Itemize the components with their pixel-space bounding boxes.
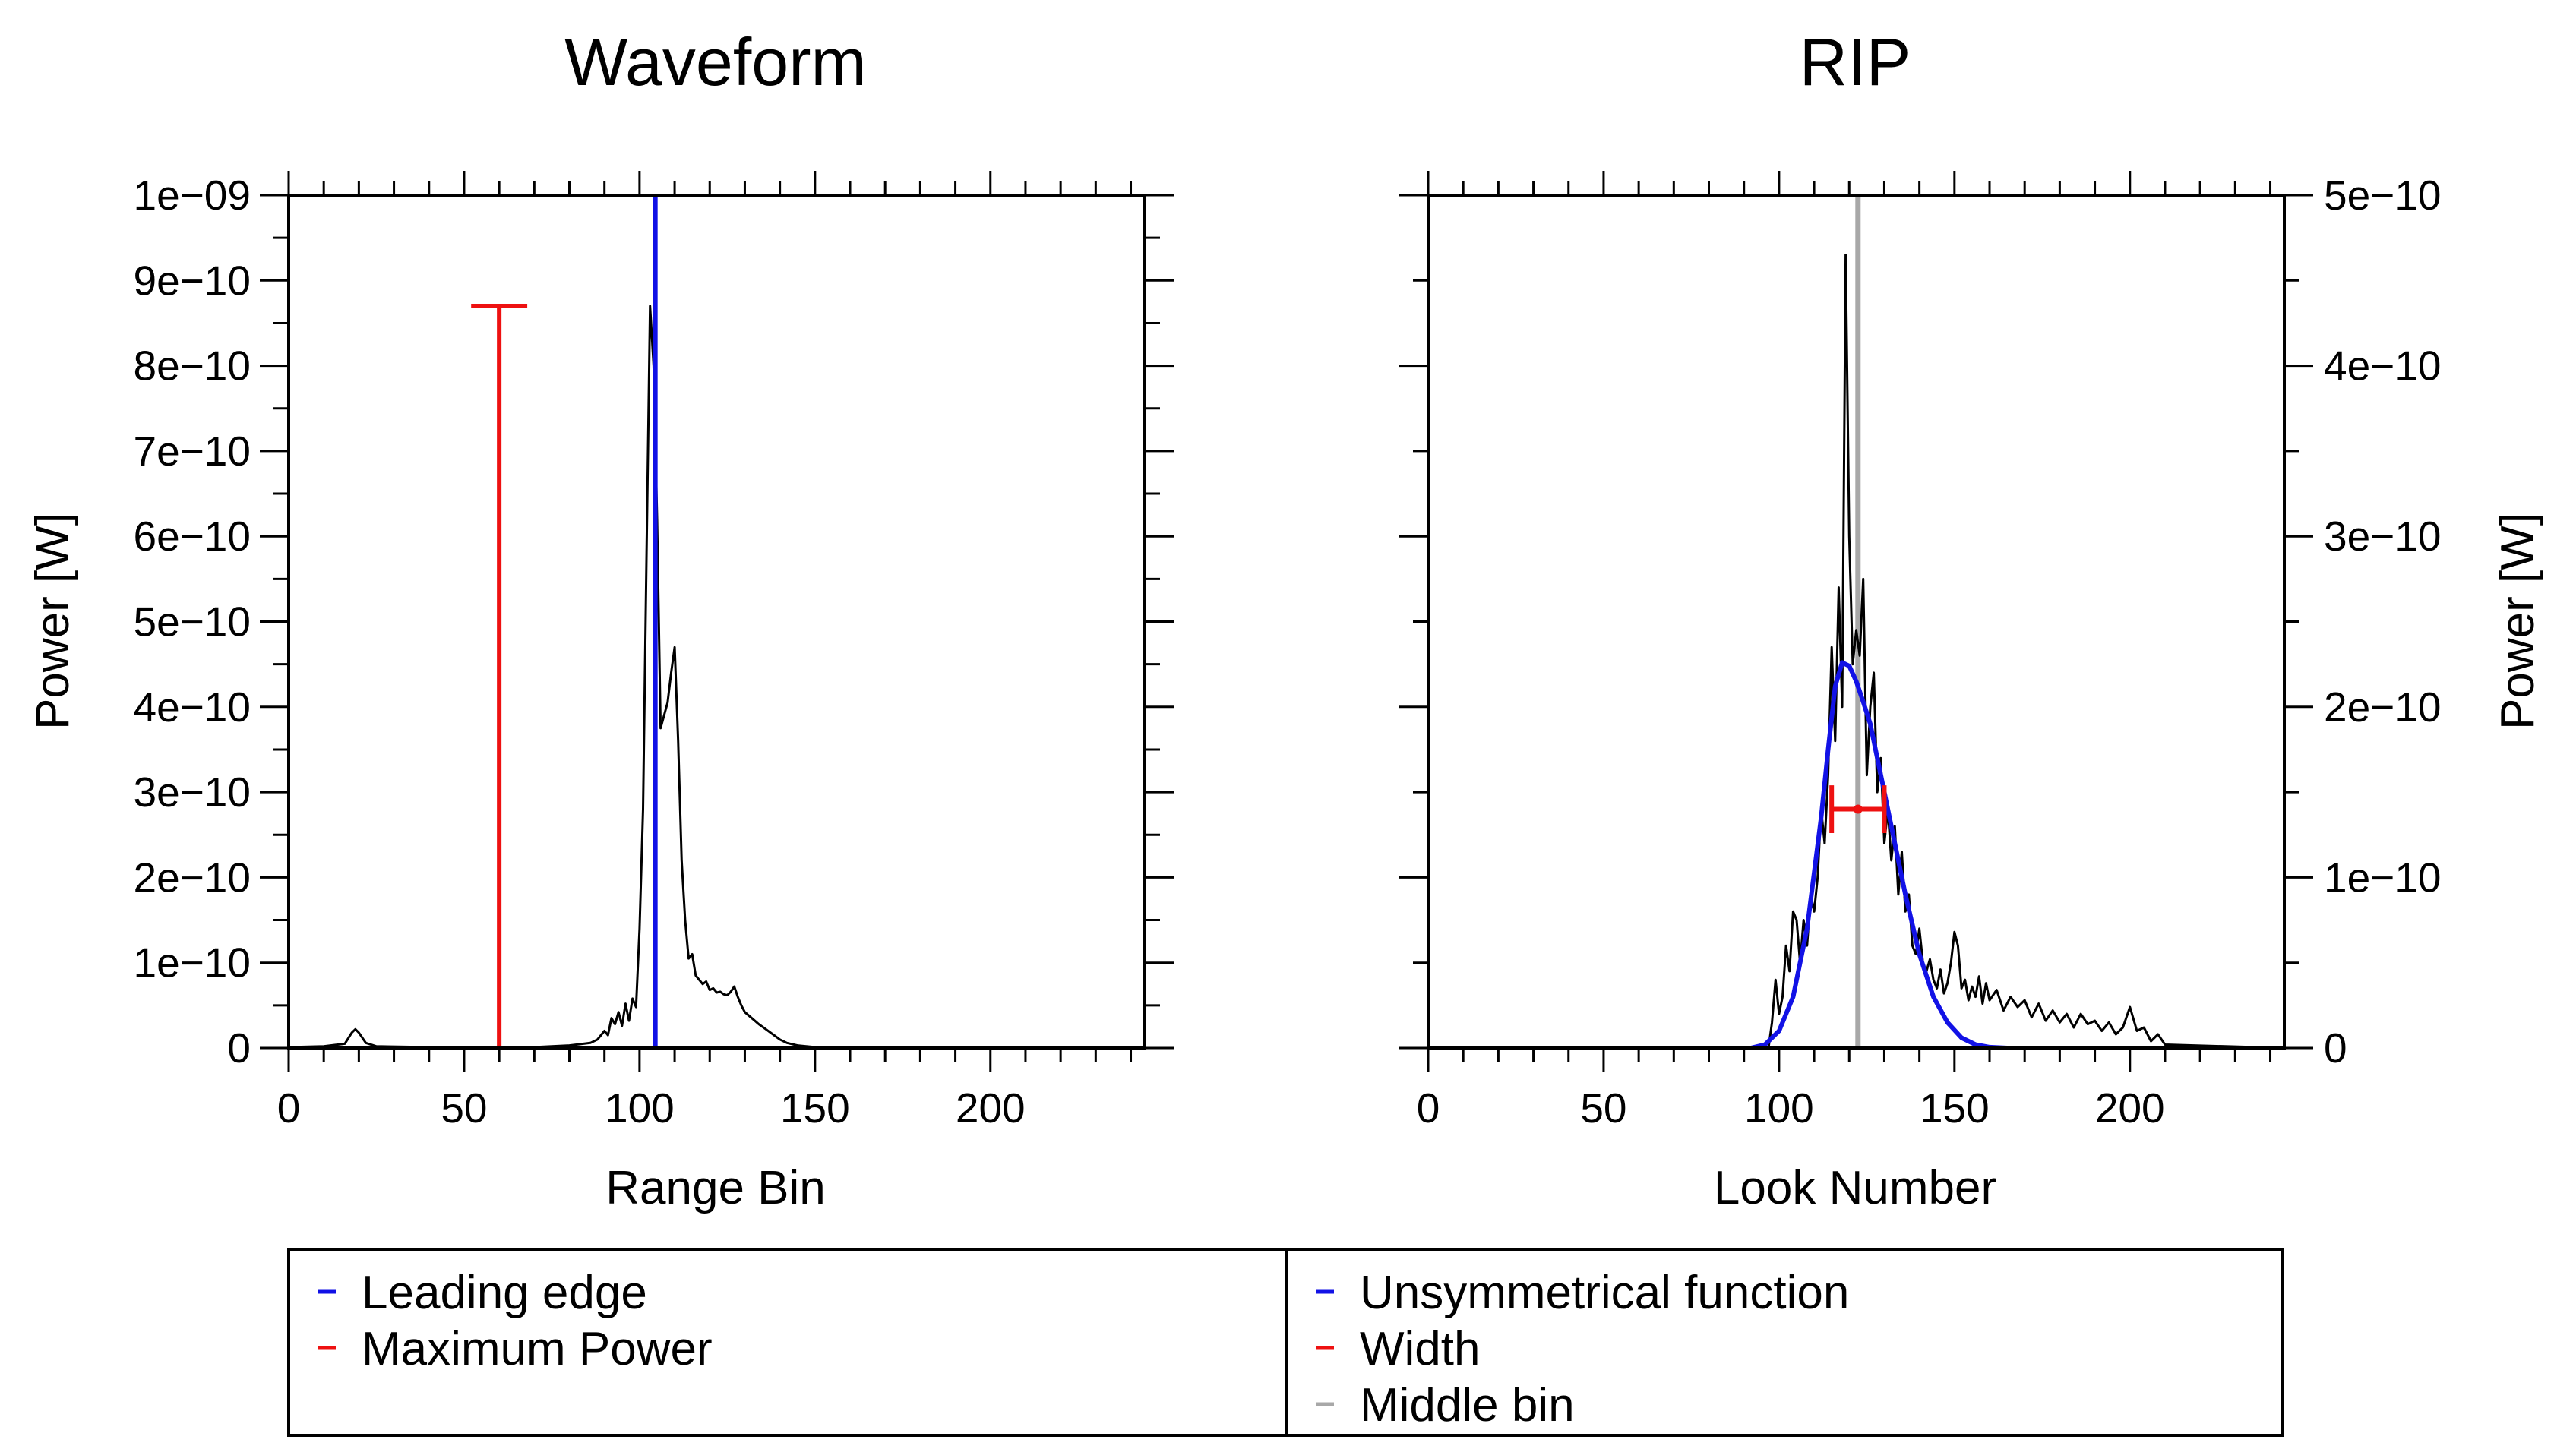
waveform-y-tick-label: 6e−10 [134,513,251,560]
legend-maximum-power-label: Maximum Power [362,1323,713,1375]
rip-title: RIP [1800,24,1911,99]
rip-x-tick-label: 150 [1920,1084,1990,1132]
waveform-y-tick-label: 7e−10 [134,428,251,475]
rip-y-tick-labels: 0 1e−10 2e−10 3e−10 4e−10 5e−10 [2324,172,2441,1072]
rip-y-tick-label: 1e−10 [2324,854,2441,901]
waveform-y-tick-label: 9e−10 [134,257,251,304]
rip-x-tick-labels: 0 50 100 150 200 [1417,1084,2165,1132]
rip-plot-frame [1427,194,2286,1050]
waveform-x-tick-label: 200 [956,1084,1026,1132]
rip-x-tick-label: 100 [1744,1084,1814,1132]
waveform-tick-marks [260,171,1174,1072]
rip-x-tick-label: 50 [1580,1084,1626,1132]
rip-plot-data [1428,195,2285,1050]
waveform-y-tick-label: 8e−10 [134,342,251,390]
waveform-y-tick-label: 1e−09 [134,172,251,219]
waveform-y-tick-label: 2e−10 [134,854,251,901]
legend-middle-bin-label: Middle bin [1360,1379,1575,1431]
rip-y-tick-label: 2e−10 [2324,683,2441,731]
waveform-x-tick-label: 50 [441,1084,487,1132]
waveform-x-tick-label: 0 [277,1084,301,1132]
rip-x-axis-label: Look Number [1714,1162,1996,1214]
rip-panel: RIP 0 50 100 150 200 0 1e−10 2e−10 3e−10 4e−10 5e… [1399,24,2544,1214]
legend-leading-edge-label: Leading edge [362,1267,647,1319]
waveform-plot-frame [287,194,1146,1050]
waveform-y-tick-label: 5e−10 [134,598,251,646]
waveform-y-tick-label: 3e−10 [134,769,251,816]
waveform-x-tick-label: 150 [780,1084,850,1132]
rip-tick-marks [1399,171,2313,1072]
waveform-x-axis-label: Range Bin [605,1162,826,1214]
waveform-y-axis-label: Power [W] [27,513,79,730]
width-bar [1829,785,1887,834]
rip-y-tick-label: 5e−10 [2324,172,2441,219]
waveform-x-tick-labels: 0 50 100 150 200 [277,1084,1026,1132]
waveform-plot-data [288,195,1146,1050]
waveform-panel: Waveform 0 50 100 150 200 0 1e−10 2e−10 3e−10 4e… [27,24,1174,1214]
legend: Leading edge Maximum Power Unsymmetrical… [287,1248,2284,1437]
legend-width-label: Width [1360,1323,1480,1375]
rip-x-tick-label: 0 [1417,1084,1440,1132]
rip-y-tick-label: 0 [2324,1024,2347,1072]
rip-y-axis-label: Power [W] [2492,513,2544,730]
rip-y-tick-label: 4e−10 [2324,342,2441,390]
waveform-y-tick-label: 0 [227,1024,251,1072]
legend-unsymmetrical-function-label: Unsymmetrical function [1360,1267,1849,1319]
rip-x-tick-label: 200 [2095,1084,2165,1132]
width-center-marker [1853,804,1863,814]
waveform-y-tick-label: 1e−10 [134,939,251,986]
waveform-y-tick-labels: 0 1e−10 2e−10 3e−10 4e−10 5e−10 6e−10 7e−10 8e−1… [134,172,251,1072]
unsymmetrical-function-line [1428,660,2284,1050]
waveform-title: Waveform [564,24,867,99]
rip-y-tick-label: 3e−10 [2324,513,2441,560]
waveform-series-line [288,305,1146,1050]
waveform-y-tick-label: 4e−10 [134,683,251,731]
waveform-x-tick-label: 100 [605,1084,675,1132]
